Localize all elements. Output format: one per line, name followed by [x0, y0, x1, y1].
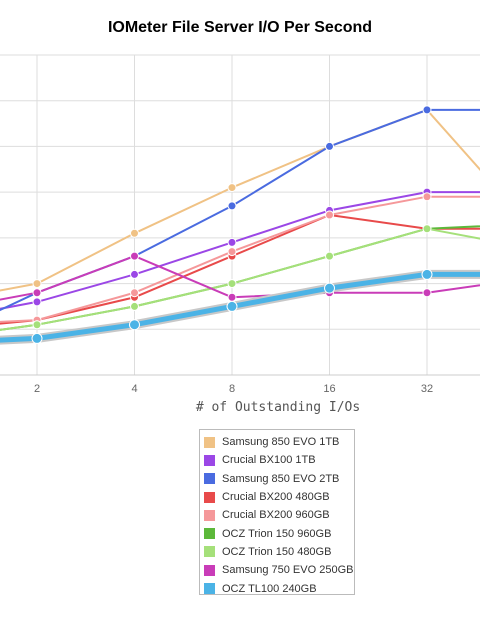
data-point — [227, 292, 237, 302]
x-tick-label: 4 — [131, 383, 137, 395]
data-point — [325, 141, 334, 151]
data-point — [31, 332, 43, 344]
data-point — [129, 319, 140, 331]
data-point — [130, 228, 139, 238]
legend-item: Crucial BX100 1TB — [204, 451, 354, 469]
data-point — [227, 201, 237, 211]
x-tick-label: 2 — [34, 383, 40, 395]
legend-label: Crucial BX200 960GB — [222, 509, 330, 522]
legend-item: OCZ TL100 240GB — [204, 579, 354, 597]
x-tick-label: 8 — [229, 383, 235, 395]
data-point — [325, 251, 334, 261]
data-point — [325, 210, 334, 220]
x-axis-label: # of Outstanding I/Os — [195, 400, 361, 415]
legend-label: OCZ TL100 240GB — [222, 582, 317, 595]
data-point — [32, 320, 42, 330]
legend-item: OCZ Trion 150 480GB — [204, 543, 354, 561]
legend-label: Samsung 850 EVO 2TB — [222, 472, 340, 485]
data-point — [32, 288, 42, 298]
legend-item: OCZ Trion 150 960GB — [204, 524, 354, 542]
legend-item: Samsung 750 EVO 250GB — [204, 561, 354, 579]
data-point — [227, 183, 237, 193]
data-point — [130, 269, 139, 279]
legend-swatch — [204, 473, 215, 485]
data-point — [130, 251, 139, 261]
data-point — [32, 297, 42, 307]
data-point — [422, 105, 432, 115]
data-point — [226, 300, 238, 312]
legend-label: Crucial BX100 1TB — [222, 454, 316, 467]
legend-swatch — [204, 454, 215, 466]
legend-item: Crucial BX200 960GB — [204, 506, 354, 524]
legend-item: Crucial BX200 480GB — [204, 488, 354, 506]
data-point — [32, 279, 42, 289]
data-point — [422, 288, 432, 298]
series-line — [0, 214, 480, 325]
legend-swatch — [204, 564, 215, 576]
legend: Samsung 850 EVO 1TB Crucial BX100 1TB Sams… — [199, 429, 355, 595]
legend-swatch — [204, 436, 215, 448]
legend-item: Samsung 850 EVO 1TB — [204, 433, 354, 451]
legend-label: Samsung 850 EVO 1TB — [222, 436, 340, 449]
data-point — [227, 237, 237, 247]
legend-label: Crucial BX200 480GB — [222, 491, 330, 504]
data-point — [227, 279, 237, 289]
legend-label: OCZ Trion 150 480GB — [222, 545, 332, 558]
data-point — [227, 247, 237, 257]
legend-swatch — [204, 509, 215, 521]
data-point — [324, 282, 335, 294]
legend-swatch — [204, 583, 215, 595]
data-point — [130, 288, 139, 298]
data-point — [421, 268, 433, 280]
legend-label: Samsung 750 EVO 250GB — [222, 564, 354, 577]
x-tick-label: 16 — [323, 383, 335, 395]
data-point — [130, 301, 139, 311]
legend-item: Samsung 850 EVO 2TB — [204, 470, 354, 488]
data-point — [422, 192, 432, 202]
legend-swatch — [204, 546, 215, 558]
x-tick-label: 32 — [421, 383, 433, 395]
legend-label: OCZ Trion 150 960GB — [222, 527, 332, 540]
legend-swatch — [204, 491, 215, 503]
data-point — [422, 224, 432, 234]
legend-swatch — [204, 528, 215, 540]
chart-title: IOMeter File Server I/O Per Second — [107, 19, 373, 36]
